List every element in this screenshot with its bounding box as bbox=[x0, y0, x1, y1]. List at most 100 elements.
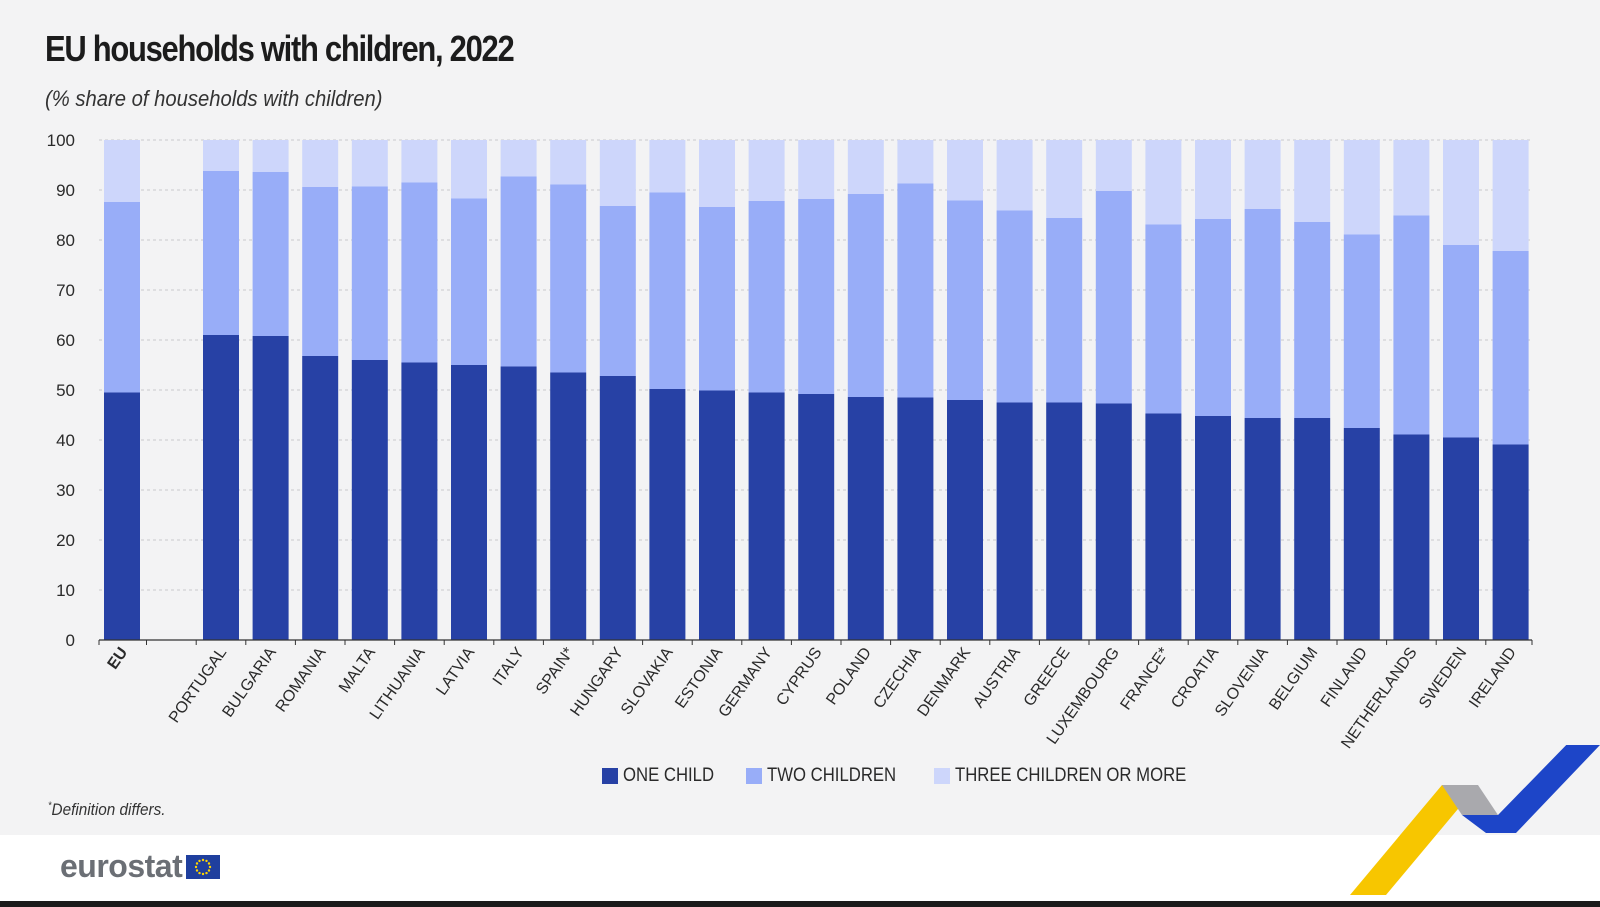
x-tick-label: POLAND bbox=[823, 645, 875, 709]
x-tick-label: SPAIN* bbox=[533, 645, 577, 698]
bar-segment-three-or-more bbox=[649, 140, 686, 193]
bar-segment-three-or-more bbox=[1492, 140, 1529, 251]
bar-segment-two-children bbox=[302, 187, 339, 356]
x-tick-label: ESTONIA bbox=[672, 644, 726, 711]
bar-segment-two-children bbox=[1294, 222, 1331, 418]
bar-segment-two-children bbox=[1145, 224, 1182, 414]
bar-segment-one-child bbox=[1294, 418, 1331, 640]
x-tick-label: CZECHIA bbox=[870, 644, 924, 712]
y-tick-label: 70 bbox=[56, 281, 75, 300]
bar-segment-three-or-more bbox=[847, 140, 884, 194]
bar-segment-one-child bbox=[847, 397, 884, 640]
bar-segment-two-children bbox=[599, 206, 636, 376]
bottom-strip bbox=[0, 901, 1600, 907]
bar-segment-one-child bbox=[649, 389, 686, 640]
x-tick-label: BELGIUM bbox=[1266, 645, 1321, 714]
y-tick-label: 80 bbox=[56, 231, 75, 250]
bar-segment-three-or-more bbox=[947, 140, 983, 201]
chart-legend: ONE CHILD TWO CHILDREN THREE CHILDREN OR… bbox=[602, 765, 1218, 787]
y-tick-label: 60 bbox=[56, 331, 75, 350]
bars bbox=[104, 140, 1529, 640]
legend-item-two-children: TWO CHILDREN bbox=[746, 765, 914, 787]
bar-segment-three-or-more bbox=[1195, 140, 1231, 219]
x-tick-label: SLOVAKIA bbox=[618, 644, 677, 718]
bar-segment-three-or-more bbox=[1343, 140, 1380, 235]
x-axis bbox=[98, 639, 1533, 645]
bar-segment-two-children bbox=[401, 182, 438, 363]
eurostat-logo[interactable]: eurostat bbox=[60, 848, 221, 885]
bar-segment-three-or-more bbox=[550, 140, 587, 185]
y-tick-label: 10 bbox=[56, 581, 75, 600]
bar-segment-two-children bbox=[500, 176, 537, 367]
footnote: *Definition differs. bbox=[48, 800, 165, 820]
bar-segment-two-children bbox=[897, 183, 934, 398]
x-tick-label: IRELAND bbox=[1466, 645, 1520, 712]
x-tick-label: SWEDEN bbox=[1416, 645, 1470, 712]
bar-segment-three-or-more bbox=[351, 140, 388, 187]
bar-segment-three-or-more bbox=[1294, 140, 1331, 222]
legend-item-one-child: ONE CHILD bbox=[602, 765, 726, 787]
bar-segment-one-child bbox=[1492, 444, 1529, 640]
bar-segment-two-children bbox=[1443, 245, 1479, 438]
footnote-text: Definition differs. bbox=[51, 800, 166, 819]
blue-stripe bbox=[1462, 745, 1600, 833]
bar-segment-two-children bbox=[699, 207, 735, 391]
decorative-chevron-graphic bbox=[1350, 745, 1600, 895]
x-tick-label: ROMANIA bbox=[273, 644, 330, 715]
bar-segment-three-or-more bbox=[699, 140, 735, 207]
bar-segment-one-child bbox=[996, 402, 1033, 640]
bar-segment-two-children bbox=[351, 186, 388, 360]
logo-text: eurostat bbox=[60, 848, 183, 884]
yellow-stripe bbox=[1350, 785, 1478, 895]
bar-segment-one-child bbox=[947, 400, 983, 640]
bar-segment-one-child bbox=[302, 356, 339, 640]
bar-segment-three-or-more bbox=[599, 140, 636, 206]
bar-segment-one-child bbox=[252, 336, 289, 640]
bar-segment-three-or-more bbox=[104, 140, 140, 202]
bar-segment-two-children bbox=[550, 184, 587, 373]
bar-segment-one-child bbox=[897, 397, 934, 640]
bar-segment-one-child bbox=[203, 335, 239, 640]
bar-segment-three-or-more bbox=[203, 140, 239, 171]
bar-segment-two-children bbox=[252, 172, 289, 336]
bar-segment-two-children bbox=[1492, 251, 1529, 445]
bar-segment-three-or-more bbox=[500, 140, 537, 177]
bar-segment-three-or-more bbox=[1046, 140, 1083, 218]
legend-swatch-three-or-more bbox=[934, 768, 951, 784]
x-tick-label: MALTA bbox=[336, 644, 379, 696]
x-tick-label: CYPRUS bbox=[773, 645, 825, 709]
bar-segment-two-children bbox=[1244, 209, 1281, 418]
bar-segment-two-children bbox=[947, 200, 983, 400]
bar-segment-two-children bbox=[104, 202, 140, 393]
bar-segment-three-or-more bbox=[798, 140, 835, 199]
bar-segment-one-child bbox=[1343, 428, 1380, 640]
grey-stripe bbox=[1442, 785, 1498, 815]
chart-subtitle: (% share of households with children) bbox=[45, 86, 383, 111]
bar-segment-three-or-more bbox=[302, 140, 339, 187]
bar-segment-one-child bbox=[1244, 418, 1281, 640]
bar-segment-three-or-more bbox=[451, 140, 487, 199]
bar-segment-one-child bbox=[550, 372, 587, 640]
x-tick-label: EU bbox=[105, 645, 132, 673]
bar-segment-two-children bbox=[203, 171, 239, 335]
bar-segment-three-or-more bbox=[1244, 140, 1281, 209]
y-tick-label: 40 bbox=[56, 431, 75, 450]
bar-segment-one-child bbox=[748, 392, 785, 640]
bar-segment-one-child bbox=[1145, 413, 1182, 640]
bar-segment-one-child bbox=[1046, 402, 1083, 640]
legend-swatch-two-children bbox=[746, 768, 763, 784]
bar-segment-three-or-more bbox=[1393, 140, 1430, 216]
x-tick-label: LATVIA bbox=[433, 644, 478, 698]
bar-segment-two-children bbox=[1195, 219, 1231, 416]
bar-segment-one-child bbox=[1393, 434, 1430, 640]
bar-segment-one-child bbox=[1195, 416, 1231, 640]
x-tick-label: GREECE bbox=[1021, 645, 1074, 710]
y-axis-ticks: 0 10 20 30 40 50 60 70 80 90 100 bbox=[47, 131, 75, 650]
bar-segment-two-children bbox=[1095, 191, 1132, 404]
bar-segment-three-or-more bbox=[252, 140, 289, 172]
bar-segment-two-children bbox=[1343, 234, 1380, 428]
legend-swatch-one-child bbox=[602, 768, 618, 784]
bar-segment-one-child bbox=[798, 394, 835, 640]
